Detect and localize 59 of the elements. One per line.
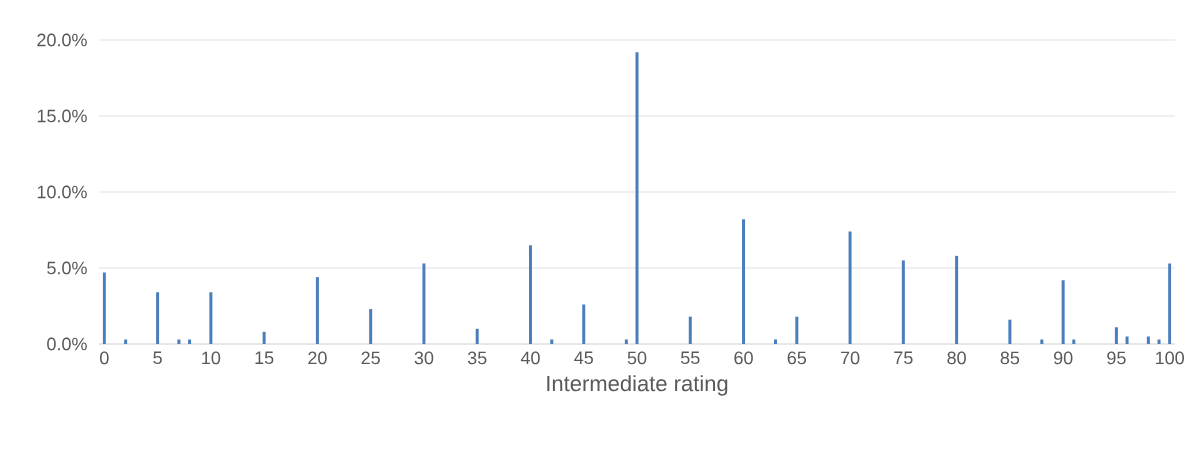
x-axis-title: Intermediate rating	[547, 375, 728, 396]
bar	[1072, 339, 1076, 344]
bar	[582, 304, 586, 344]
bar	[901, 260, 905, 344]
x-tick-label: 85	[1000, 351, 1020, 365]
y-tick-label: 0.0%	[47, 337, 87, 351]
bar	[550, 339, 554, 344]
bar	[369, 309, 373, 344]
bar	[624, 339, 628, 344]
bar	[688, 316, 692, 344]
bar	[1125, 336, 1129, 344]
bar	[848, 231, 852, 344]
bar	[1061, 280, 1065, 344]
bar	[315, 277, 319, 344]
x-tick-label: 60	[734, 351, 753, 365]
bar	[955, 255, 959, 344]
x-tick-label: 30	[414, 351, 434, 365]
x-tick-label: 0	[100, 351, 109, 365]
x-tick-label: 100	[1156, 351, 1184, 365]
bar	[422, 263, 426, 344]
bar	[475, 328, 479, 344]
bar	[177, 339, 181, 344]
y-tick-label: 20.0%	[37, 33, 87, 47]
bar	[102, 272, 106, 344]
x-tick-label: 15	[255, 351, 274, 365]
x-tick-label: 90	[1053, 351, 1073, 365]
y-tick-label: 10.0%	[37, 185, 87, 199]
bar	[156, 292, 160, 344]
bar	[1146, 336, 1150, 344]
y-tick-label: 15.0%	[37, 109, 87, 123]
bar	[262, 331, 266, 344]
x-tick-label: 50	[627, 351, 647, 365]
bar	[188, 339, 192, 344]
bar	[1168, 263, 1172, 344]
bar	[1040, 339, 1044, 344]
x-tick-label: 45	[574, 351, 593, 365]
x-tick-label: 35	[467, 351, 487, 365]
bar	[795, 316, 799, 344]
x-tick-label: 95	[1107, 351, 1126, 365]
x-tick-label: 20	[308, 351, 327, 365]
x-tick-label: 75	[894, 351, 913, 365]
bar	[1114, 327, 1118, 344]
bar	[742, 219, 746, 344]
x-tick-label: 65	[787, 351, 807, 365]
x-tick-label: 5	[153, 351, 162, 365]
x-tick-label: 80	[947, 351, 966, 365]
bar	[528, 245, 532, 344]
x-tick-label: 40	[520, 351, 540, 365]
y-tick-label: 5.0%	[47, 261, 87, 275]
bar	[1008, 319, 1012, 344]
bar	[1157, 339, 1161, 344]
x-tick-label: 55	[680, 351, 700, 365]
bar	[209, 292, 213, 344]
x-tick-label: 10	[202, 351, 221, 365]
bar	[124, 339, 128, 344]
bar	[774, 339, 777, 344]
x-tick-label: 25	[361, 351, 380, 365]
x-tick-label: 70	[840, 351, 860, 365]
bar	[635, 52, 639, 344]
